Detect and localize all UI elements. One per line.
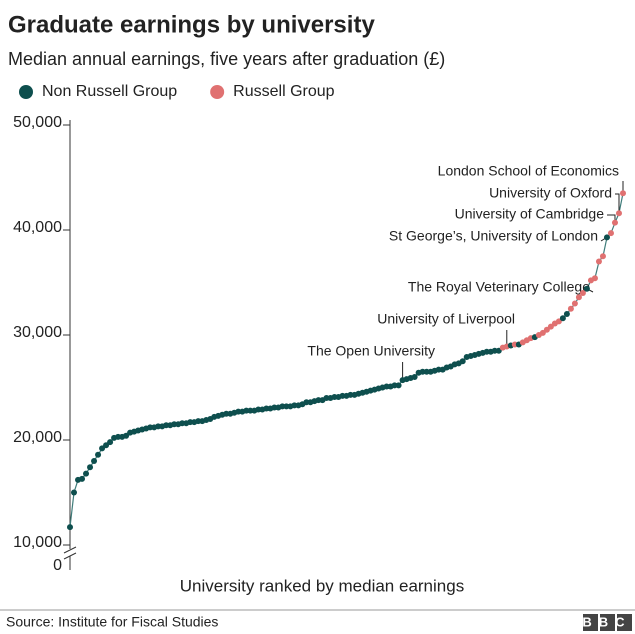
data-point [539,329,546,336]
data-point [87,464,94,471]
data-point [575,294,582,301]
data-point [67,524,73,531]
logo [583,614,632,631]
data-point [563,311,570,317]
data-point [99,445,106,452]
y-tick-label: 20,000 [13,429,62,446]
data-point [71,489,78,496]
legend-label: Non Russell Group [42,83,177,100]
data-point [603,234,610,241]
annotation: St George’s, University of London [389,228,598,244]
source: Source: Institute for Fiscal Studies [6,614,218,630]
legend-marker [19,85,33,99]
data-point [543,326,550,333]
data-point [79,475,86,482]
annotation-leader [615,193,620,214]
data-point [555,318,562,325]
data-point [107,439,114,446]
data-point [123,432,130,439]
data-point [579,290,586,296]
y-break-label: 0 [53,557,62,574]
axis-break [63,552,77,560]
data-point [559,315,566,322]
chart-subtitle: Median annual earnings, five years after… [8,49,445,69]
data-point [571,300,578,307]
y-tick-label: 10,000 [13,534,62,551]
data-point [459,358,466,365]
data-point [411,374,418,380]
legend-label: Russell Group [233,83,334,100]
data-point [495,347,502,354]
data-point [103,442,110,449]
annotation: The Royal Veterinary College [408,279,590,295]
data-point [583,285,590,292]
y-tick-label: 30,000 [13,324,62,341]
legend-marker [210,85,225,99]
data-point [95,451,102,458]
data-point [395,382,402,389]
logo-block [617,614,632,631]
annotation: University of Liverpool [377,311,515,327]
data-point [607,230,614,237]
annotation: University of Oxford [489,185,612,201]
data-point [547,323,554,330]
data-point [595,258,602,265]
data-point [567,305,574,312]
logo-block [583,614,598,631]
logo-block [600,614,615,631]
axis-break [63,546,77,554]
annotation: London School of Economics [438,163,619,179]
data-point [591,275,598,282]
data-point [611,219,618,226]
data-point [615,210,622,217]
x-axis-label: University ranked by median earnings [180,576,464,595]
y-tick-label: 50,000 [13,114,62,131]
annotation: University of Cambridge [455,206,605,222]
y-tick-label: 40,000 [13,219,62,236]
data-point [620,190,626,197]
logo-text: BBC [582,614,631,629]
annotation: The Open University [307,343,435,359]
chart-title: Graduate earnings by university [8,11,375,38]
data-point [83,470,90,477]
data-point [599,253,606,260]
data-point [91,458,98,464]
